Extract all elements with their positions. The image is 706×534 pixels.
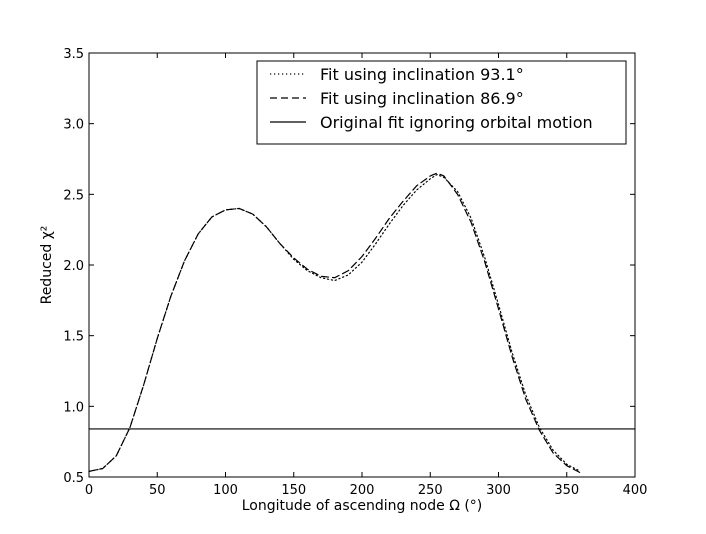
x-tick-label: 200 — [350, 483, 375, 498]
x-tick-label: 150 — [281, 483, 306, 498]
y-tick-label: 1.0 — [63, 400, 84, 415]
marks-layer — [88, 172, 636, 474]
y-tick-label: 3.0 — [63, 118, 84, 133]
x-tick-label: 400 — [623, 483, 648, 498]
legend-label-1: Fit using inclination 93.1° — [320, 65, 524, 84]
x-tick-label: 100 — [213, 483, 238, 498]
legend-label-2: Fit using inclination 86.9° — [320, 89, 524, 108]
y-axis-label: Reduced χ² — [39, 226, 55, 305]
ticks-layer: 0 50 100 150 200 250 300 350 400 0.5 1.0 1.5 2.0 2.5 3… — [63, 47, 647, 498]
legend: Fit using inclination 93.1° Fit using inc… — [256, 60, 627, 145]
y-tick-label: 3.5 — [63, 47, 84, 62]
x-tick-label: 250 — [418, 483, 443, 498]
x-tick-label: 0 — [85, 483, 93, 498]
x-tick-label: 50 — [149, 483, 166, 498]
x-tick-label: 300 — [486, 483, 511, 498]
legend-frame — [256, 60, 627, 145]
y-tick-label: 0.5 — [63, 471, 84, 486]
x-axis-label: Longitude of ascending node Ω (°) — [242, 498, 483, 514]
y-tick-label: 1.5 — [63, 330, 84, 345]
series-line-1 — [88, 173, 582, 472]
legend-label-3: Original fit ignoring orbital motion — [320, 113, 593, 132]
y-tick-label: 2.5 — [63, 188, 84, 203]
y-tick-label: 2.0 — [63, 259, 84, 274]
x-tick-label: 350 — [554, 483, 579, 498]
